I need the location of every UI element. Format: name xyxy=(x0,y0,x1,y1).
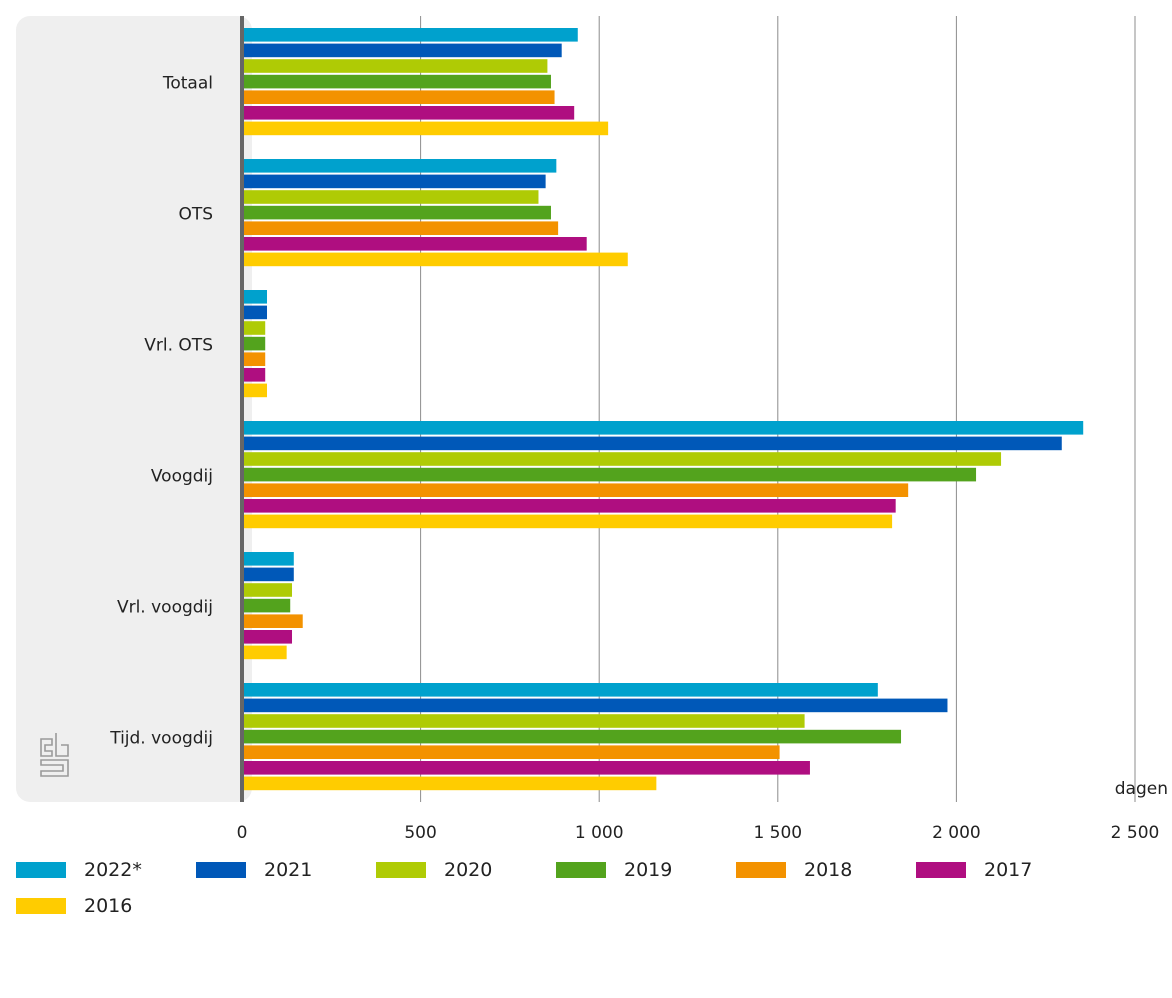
bar xyxy=(242,683,878,697)
category-panel xyxy=(16,16,252,802)
bar xyxy=(242,352,266,366)
legend-swatch xyxy=(376,862,426,878)
legend-swatch xyxy=(196,862,246,878)
legend-item: 2022* xyxy=(16,856,196,884)
x-tick-label: 1 500 xyxy=(753,823,802,840)
bar xyxy=(242,552,294,566)
legend-label: 2022* xyxy=(84,859,142,881)
bar xyxy=(242,499,896,513)
bar xyxy=(242,630,293,644)
x-tick-label: 1 000 xyxy=(575,823,624,840)
x-tick-labels: 0 500 1 000 1 500 2 000 2 500 xyxy=(237,823,1160,840)
bar xyxy=(242,121,609,136)
x-tick-label: 2 500 xyxy=(1111,823,1160,840)
legend-item: 2020 xyxy=(376,856,556,884)
bar xyxy=(242,436,1062,451)
category-label: OTS xyxy=(178,205,213,225)
category-label: Vrl. OTS xyxy=(144,336,213,356)
bar xyxy=(242,714,805,728)
bar-chart: Totaal OTS Vrl. OTS Voogdij Vrl. voogdij Tijd… xyxy=(16,16,1168,840)
category-label: Tijd. voogdij xyxy=(109,729,213,749)
bar xyxy=(242,645,287,660)
legend-swatch xyxy=(16,898,66,914)
x-tick-label: 500 xyxy=(404,823,436,840)
legend-swatch xyxy=(736,862,786,878)
legend-item: 2021 xyxy=(196,856,376,884)
bar xyxy=(242,761,810,775)
x-tick-label: 2 000 xyxy=(932,823,981,840)
bar xyxy=(242,252,628,267)
category-label: Vrl. voogdij xyxy=(117,598,213,618)
bar xyxy=(242,698,948,713)
bar xyxy=(242,305,268,320)
bar xyxy=(242,90,555,104)
legend-item: 2018 xyxy=(736,856,916,884)
bar xyxy=(242,421,1084,435)
bar xyxy=(242,159,557,173)
legend-label: 2017 xyxy=(984,859,1033,881)
bar xyxy=(242,467,977,482)
legend-item: 2019 xyxy=(556,856,736,884)
legend-item: 2016 xyxy=(16,892,196,920)
bar xyxy=(242,729,902,744)
legend-item: 2017 xyxy=(916,856,1096,884)
bar xyxy=(242,43,562,58)
bar xyxy=(242,174,546,189)
bar xyxy=(242,59,548,73)
bars xyxy=(242,28,1084,791)
legend-label: 2019 xyxy=(624,859,673,881)
bar xyxy=(242,205,551,220)
category-labels: Totaal OTS Vrl. OTS Voogdij Vrl. voogdij Tijd… xyxy=(109,74,213,749)
legend-swatch xyxy=(916,862,966,878)
bar xyxy=(242,237,587,251)
legend-swatch xyxy=(556,862,606,878)
bar xyxy=(242,28,578,42)
legend-label: 2018 xyxy=(804,859,853,881)
bar xyxy=(242,745,780,759)
bar xyxy=(242,368,266,382)
bar xyxy=(242,190,539,204)
bar xyxy=(242,290,268,304)
bar xyxy=(242,514,893,529)
bar xyxy=(242,106,575,120)
bar xyxy=(242,321,266,335)
x-tick-label: 0 xyxy=(237,823,248,840)
legend: 2022* 2021 2020 2019 2018 2017 2016 xyxy=(16,856,1156,920)
legend-label: 2020 xyxy=(444,859,493,881)
bar xyxy=(242,221,559,235)
bar xyxy=(242,776,657,791)
legend-label: 2016 xyxy=(84,895,133,917)
bar xyxy=(242,614,303,628)
bar xyxy=(242,583,293,597)
legend-label: 2021 xyxy=(264,859,313,881)
gridlines xyxy=(420,16,1136,802)
category-label: Totaal xyxy=(162,74,213,94)
cbs-logo-icon xyxy=(40,733,69,777)
x-axis-unit-label: dagen xyxy=(1115,779,1168,799)
bar xyxy=(242,336,266,351)
bar xyxy=(242,74,551,89)
category-label: Voogdij xyxy=(151,467,213,487)
bar xyxy=(242,452,1002,466)
bar xyxy=(242,483,909,497)
legend-swatch xyxy=(16,862,66,878)
bar xyxy=(242,598,291,613)
bar xyxy=(242,383,268,398)
bar xyxy=(242,567,294,582)
